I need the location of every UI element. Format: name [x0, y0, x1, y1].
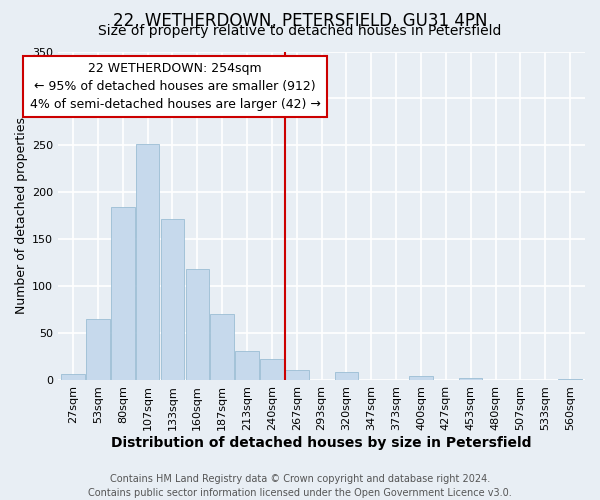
Bar [260, 359, 284, 380]
Bar [111, 206, 134, 380]
X-axis label: Distribution of detached houses by size in Petersfield: Distribution of detached houses by size … [112, 436, 532, 450]
Text: 22 WETHERDOWN: 254sqm
← 95% of detached houses are smaller (912)
4% of semi-deta: 22 WETHERDOWN: 254sqm ← 95% of detached … [29, 62, 320, 111]
Text: Size of property relative to detached houses in Petersfield: Size of property relative to detached ho… [98, 24, 502, 38]
Bar [86, 320, 110, 380]
Bar [185, 268, 209, 380]
Bar [459, 378, 482, 380]
Bar [285, 370, 308, 380]
Text: 22, WETHERDOWN, PETERSFIELD, GU31 4PN: 22, WETHERDOWN, PETERSFIELD, GU31 4PN [113, 12, 487, 30]
Bar [409, 376, 433, 380]
Bar [558, 378, 582, 380]
Bar [136, 144, 160, 380]
Bar [161, 219, 184, 380]
Bar [235, 352, 259, 380]
Bar [335, 372, 358, 380]
Text: Contains HM Land Registry data © Crown copyright and database right 2024.
Contai: Contains HM Land Registry data © Crown c… [88, 474, 512, 498]
Y-axis label: Number of detached properties: Number of detached properties [15, 118, 28, 314]
Bar [211, 314, 234, 380]
Bar [61, 374, 85, 380]
